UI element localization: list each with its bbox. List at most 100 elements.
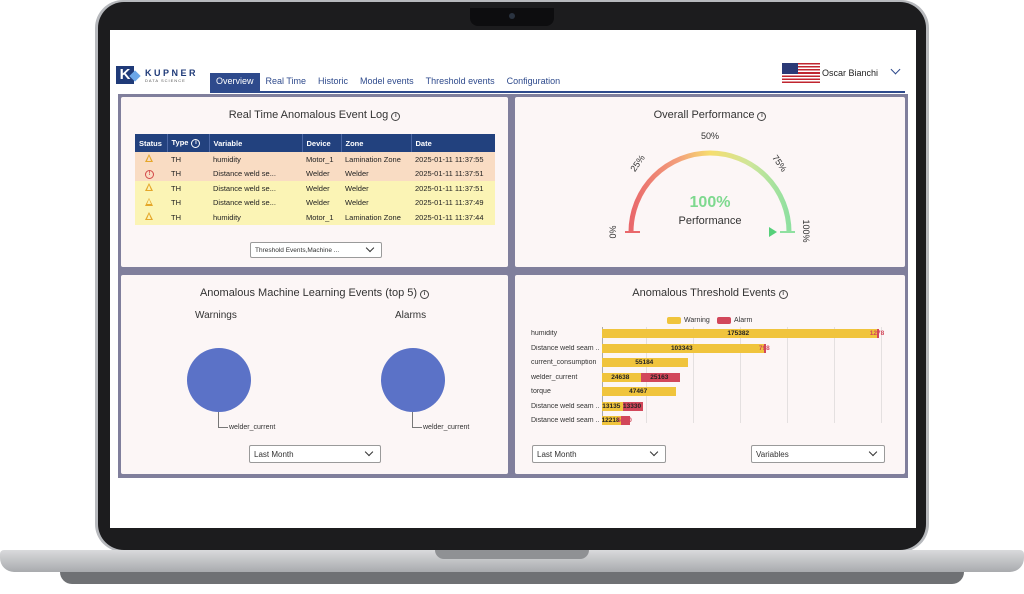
- column-header-type[interactable]: Type i: [167, 134, 210, 152]
- tab-configuration[interactable]: Configuration: [506, 76, 561, 86]
- tab-threshold-events[interactable]: Threshold events: [425, 76, 495, 86]
- info-icon[interactable]: i: [191, 139, 201, 148]
- event-log-table: Status Type i Variable Device Zone Date T…: [135, 134, 495, 225]
- laptop-base: [0, 550, 1024, 572]
- warning-bar[interactable]: [602, 416, 622, 425]
- type-cell: TH: [167, 166, 209, 181]
- table-row[interactable]: TH Distance weld se... Welder Welder 202…: [135, 181, 495, 196]
- alarm-bar[interactable]: [622, 401, 644, 411]
- performance-title: Overall Performance: [653, 109, 755, 121]
- warning-icon: [145, 197, 153, 206]
- zone-cell: Lamination Zone: [341, 210, 411, 225]
- column-header-device[interactable]: Device: [302, 134, 342, 152]
- alarm-icon: !: [145, 170, 154, 180]
- warning-bar[interactable]: [602, 372, 641, 382]
- zone-cell: Welder: [341, 181, 411, 196]
- chevron-down-icon: [365, 243, 375, 253]
- warning-bar-value: 12218: [601, 417, 620, 424]
- warning-bar[interactable]: [602, 329, 877, 338]
- device-cell: Motor_1: [302, 210, 341, 225]
- zone-cell: Welder: [341, 166, 411, 181]
- ml-events-panel: Anomalous Machine Learning Events (top 5…: [121, 275, 508, 474]
- device-cell: Welder: [302, 195, 341, 210]
- threshold-events-panel: Anomalous Threshold Events i Warning Alar…: [515, 275, 905, 474]
- variable-cell: humidity: [209, 210, 302, 225]
- user-menu[interactable]: Oscar Bianchi: [782, 63, 901, 83]
- tab-historic[interactable]: Historic: [318, 76, 349, 86]
- grid-line: [693, 327, 694, 423]
- warning-bar[interactable]: [602, 343, 764, 353]
- threshold-groupby-dropdown[interactable]: Variables: [751, 445, 885, 463]
- brand-name: KUPNER: [145, 67, 199, 78]
- legend-alarm[interactable]: Alarm: [717, 317, 752, 324]
- bar-category-label: humidity: [531, 330, 558, 337]
- warning-icon: [145, 212, 153, 221]
- warning-bar-value: 47467: [629, 388, 648, 395]
- performance-panel: Overall Performance i 0%: [515, 97, 905, 267]
- status-cell: [135, 152, 167, 167]
- threshold-groupby-value: Variables: [756, 449, 789, 459]
- camera-icon: [509, 13, 515, 19]
- info-icon[interactable]: i: [420, 290, 430, 299]
- alarm-bar[interactable]: [640, 372, 681, 382]
- logo-text: KUPNER DATA SCIENCE: [145, 68, 198, 83]
- date-cell: 2025-01-11 11:37:55: [411, 152, 495, 167]
- tab-overview[interactable]: Overview: [210, 73, 260, 92]
- table-row[interactable]: TH humidity Motor_1 Lamination Zone 2025…: [135, 152, 495, 167]
- table-header-row: Status Type i Variable Device Zone Date: [135, 134, 495, 152]
- info-icon[interactable]: i: [778, 290, 788, 299]
- ml-events-title: Anomalous Machine Learning Events (top 5…: [199, 287, 418, 299]
- alarm-bar[interactable]: [876, 329, 879, 338]
- gauge-tick-0: 0%: [608, 225, 618, 238]
- alarms-title: Alarms: [395, 310, 427, 321]
- chevron-down-icon: [868, 447, 878, 457]
- ml-period-value: Last Month: [254, 449, 294, 459]
- column-header-date[interactable]: Date: [411, 134, 495, 152]
- table-row[interactable]: TH Distance weld se... Welder Welder 202…: [135, 195, 495, 210]
- info-icon[interactable]: i: [757, 112, 767, 121]
- date-cell: 2025-01-11 11:37:49: [411, 195, 495, 210]
- legend-alarm-swatch: [717, 317, 731, 324]
- alarm-bar[interactable]: [621, 416, 630, 425]
- performance-title-row: Overall Performance i: [515, 109, 905, 121]
- tab-model-events[interactable]: Model events: [360, 76, 414, 86]
- column-header-variable[interactable]: Variable: [209, 134, 303, 152]
- chevron-down-icon[interactable]: [890, 64, 901, 75]
- warnings-title: Warnings: [195, 310, 237, 321]
- brand-logo[interactable]: K KUPNER DATA SCIENCE: [116, 66, 198, 84]
- tab-real-time[interactable]: Real Time: [265, 76, 307, 86]
- grid-line: [881, 327, 882, 423]
- warning-bar[interactable]: [602, 401, 623, 411]
- ml-period-dropdown[interactable]: Last Month: [249, 445, 381, 463]
- event-filter-dropdown[interactable]: Threshold Events,Machine ...: [250, 242, 382, 258]
- grid-line: [787, 327, 788, 423]
- warnings-pie-slice[interactable]: [187, 348, 251, 412]
- warning-bar[interactable]: [602, 387, 677, 396]
- legend-warning[interactable]: Warning: [667, 317, 710, 324]
- table-row[interactable]: ! TH Distance weld se... Welder Welder 2…: [135, 166, 495, 181]
- status-cell: [135, 195, 167, 210]
- column-header-status[interactable]: Status: [135, 134, 168, 152]
- alarm-bar-value: 798: [758, 344, 770, 352]
- alarms-pie-slice[interactable]: [381, 348, 445, 412]
- type-cell: TH: [167, 181, 209, 196]
- bar-category-label: Distance weld seam ...: [531, 417, 599, 424]
- table-row[interactable]: TH humidity Motor_1 Lamination Zone 2025…: [135, 210, 495, 225]
- variable-cell: Distance weld se...: [209, 166, 302, 181]
- logo-mark-icon: K: [116, 66, 134, 84]
- date-cell: 2025-01-11 11:37:51: [411, 166, 495, 181]
- warning-bar[interactable]: [602, 358, 689, 367]
- top-bar: K KUPNER DATA SCIENCE Overview Real Time…: [110, 30, 916, 93]
- grid-line: [834, 327, 835, 423]
- column-header-zone[interactable]: Zone: [341, 134, 412, 152]
- threshold-period-dropdown[interactable]: Last Month: [532, 445, 666, 463]
- info-icon[interactable]: i: [391, 112, 401, 121]
- performance-gauge: 0% 25% 50% 75% 100% 100% Performance: [608, 131, 811, 243]
- bar-category-label: Distance weld seam ...: [531, 402, 599, 410]
- status-cell: !: [135, 166, 167, 181]
- alarm-bar[interactable]: [763, 343, 766, 353]
- legend-warning-swatch: [667, 317, 681, 324]
- nav-underline: [210, 91, 905, 93]
- warnings-pie-label: welder_current: [229, 424, 276, 431]
- bar-category-label: current_consumption: [531, 359, 597, 366]
